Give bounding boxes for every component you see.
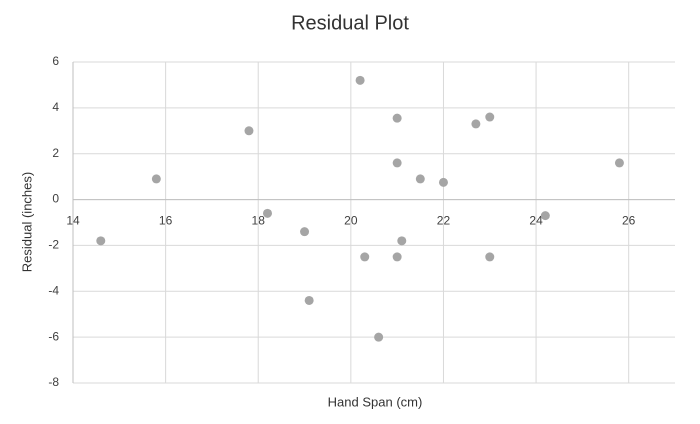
point bbox=[614, 158, 624, 168]
x-tick-label: 26 bbox=[622, 214, 636, 228]
chart-title: Residual Plot bbox=[291, 12, 409, 34]
point bbox=[392, 113, 402, 123]
y-tick-label: -2 bbox=[48, 238, 59, 252]
point bbox=[438, 177, 448, 187]
point bbox=[540, 211, 550, 221]
point bbox=[485, 252, 495, 262]
point bbox=[374, 332, 384, 342]
y-tick-label: 6 bbox=[52, 54, 59, 68]
point bbox=[96, 236, 106, 246]
y-tick-label: -4 bbox=[48, 283, 59, 297]
point bbox=[471, 119, 481, 129]
point bbox=[397, 236, 407, 246]
y-axis-title: Residual (inches) bbox=[19, 172, 34, 272]
point bbox=[304, 295, 314, 305]
y-tick-label: -6 bbox=[48, 329, 59, 343]
x-tick-label: 24 bbox=[529, 214, 543, 228]
point bbox=[244, 126, 254, 136]
x-axis-title: Hand Span (cm) bbox=[328, 394, 423, 409]
x-tick-label: 22 bbox=[437, 214, 451, 228]
y-tick-label: 0 bbox=[52, 192, 59, 206]
point bbox=[360, 252, 370, 262]
point bbox=[355, 75, 365, 85]
point bbox=[415, 174, 425, 184]
point bbox=[485, 112, 495, 122]
point bbox=[300, 227, 310, 237]
x-tick-label: 18 bbox=[252, 214, 266, 228]
point bbox=[392, 158, 402, 168]
point bbox=[262, 208, 272, 218]
x-tick-label: 16 bbox=[159, 214, 173, 228]
y-tick-label: 4 bbox=[52, 100, 59, 114]
y-tick-label: -8 bbox=[48, 375, 59, 389]
x-tick-label: 20 bbox=[344, 214, 358, 228]
point bbox=[151, 174, 161, 184]
point bbox=[392, 252, 402, 262]
y-tick-label: 2 bbox=[52, 146, 59, 160]
